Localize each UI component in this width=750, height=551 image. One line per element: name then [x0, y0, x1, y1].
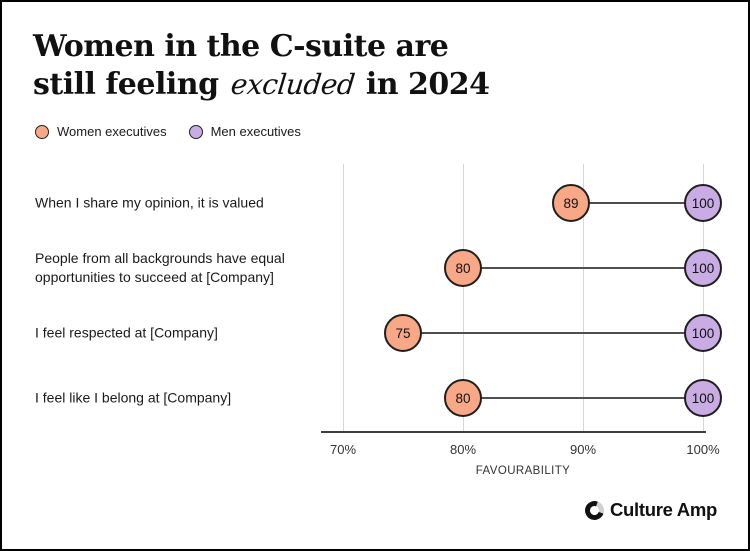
gridline	[703, 164, 704, 432]
x-tick-label: 70%	[329, 442, 357, 457]
x-axis-title: FAVOURABILITY	[475, 465, 571, 477]
legend-dot-men	[188, 124, 203, 139]
brand-logo: Culture Amp	[581, 497, 717, 523]
bubble-value: 100	[691, 195, 715, 211]
connector-line	[403, 332, 703, 334]
x-tick-label: 80%	[449, 442, 477, 457]
gridline	[343, 164, 344, 432]
x-tick-label: 100%	[686, 442, 720, 457]
chart-title: Women in the C-suite are still feeling e…	[33, 28, 490, 104]
legend: Women executives Men executives	[35, 124, 301, 139]
bubble-value: 75	[395, 325, 411, 341]
bubble-value: 100	[691, 325, 715, 341]
legend-dot-women	[35, 124, 49, 139]
connector-line	[463, 397, 703, 399]
gridline	[463, 164, 464, 432]
category-label: I feel like I belong at [Company]	[35, 389, 232, 406]
legend-item: Women executives	[35, 124, 167, 139]
bubble-value: 80	[455, 390, 471, 406]
connector-line	[571, 202, 703, 204]
gridline	[583, 164, 584, 432]
category-label: When I share my opinion, it is valued	[35, 194, 264, 211]
women-bubble: 89	[552, 184, 590, 222]
title-line-2-suffix: in 2024	[365, 67, 490, 102]
x-axis-line	[321, 431, 706, 433]
bubble-value: 89	[563, 195, 579, 211]
x-tick-label: 90%	[569, 442, 597, 457]
connector-line	[463, 267, 703, 269]
bubble-value: 100	[691, 390, 715, 406]
category-label: I feel respected at [Company]	[35, 324, 218, 341]
title-line-2: still feeling excluded in 2024	[33, 66, 490, 104]
women-bubble: 75	[384, 314, 422, 352]
legend-label: Women executives	[57, 124, 167, 139]
title-line-2-prefix: still feeling	[33, 67, 219, 102]
bubble-value: 100	[691, 260, 715, 276]
culture-amp-mark-icon	[581, 497, 608, 523]
men-bubble: 100	[684, 184, 722, 222]
legend-item: Men executives	[188, 124, 301, 139]
men-bubble: 100	[684, 249, 722, 287]
category-label: People from all backgrounds have equal o…	[35, 250, 285, 285]
bubble-value: 80	[455, 260, 471, 276]
women-bubble: 80	[444, 249, 482, 287]
men-bubble: 100	[684, 314, 722, 352]
men-bubble: 100	[684, 379, 722, 417]
title-line-1: Women in the C-suite are	[33, 29, 449, 64]
women-bubble: 80	[444, 379, 482, 417]
culture-amp-wordmark: Culture Amp	[609, 499, 717, 520]
legend-label: Men executives	[210, 124, 301, 139]
